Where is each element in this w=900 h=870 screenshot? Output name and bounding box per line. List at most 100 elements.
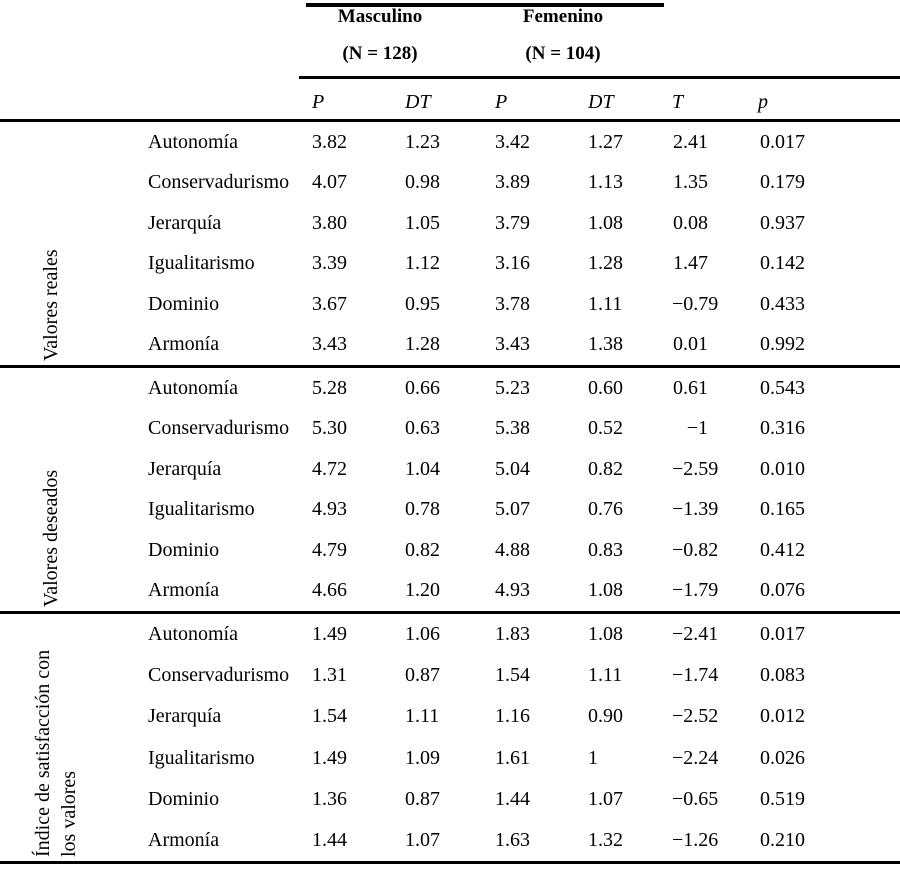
cell-dt-fem: 1 xyxy=(588,746,598,769)
group-name: Femenino xyxy=(522,6,604,27)
table-row: Armonía 1.44 1.07 1.63 1.32 −1.26 0.210 xyxy=(0,820,900,861)
row-label: Dominio xyxy=(148,292,220,315)
cell-t: −1.39 xyxy=(672,498,719,521)
column-header-p1: P xyxy=(312,91,325,113)
cell-p-fem: 1.61 xyxy=(495,746,530,769)
table-section: Valores reales Autonomía 3.82 1.23 3.42 … xyxy=(0,122,900,368)
table-row: Autonomía 3.82 1.23 3.42 1.27 2.41 0.017 xyxy=(0,122,900,163)
table-section: Índice de satisfacción con los valores A… xyxy=(0,614,900,865)
cell-p-value: 0.937 xyxy=(760,211,805,234)
row-label: Autonomía xyxy=(148,376,238,399)
cell-dt-masc: 1.20 xyxy=(405,579,440,602)
column-header-dt2: DT xyxy=(588,91,614,113)
cell-p-masc: 4.79 xyxy=(312,538,347,561)
cell-dt-fem: 0.90 xyxy=(588,705,623,728)
cell-p-value: 0.142 xyxy=(760,252,805,275)
cell-p-masc: 4.07 xyxy=(312,171,347,194)
table-header: Masculino (N = 128) Femenino (N = 104) P… xyxy=(0,0,900,122)
cell-dt-fem: 1.08 xyxy=(588,211,623,234)
cell-t: −2.59 xyxy=(672,457,719,480)
cell-p-fem: 4.88 xyxy=(495,538,530,561)
cell-p-value: 0.412 xyxy=(760,538,805,561)
row-label: Conservadurismo xyxy=(148,664,290,687)
cell-dt-fem: 1.07 xyxy=(588,787,623,810)
cell-p-value: 0.179 xyxy=(760,171,805,194)
cell-p-fem: 3.16 xyxy=(495,252,530,275)
row-label: Igualitarismo xyxy=(148,498,255,521)
row-label: Jerarquía xyxy=(148,211,222,234)
cell-p-value: 0.992 xyxy=(760,333,805,356)
cell-p-fem: 1.83 xyxy=(495,623,530,646)
cell-p-masc: 3.67 xyxy=(312,292,347,315)
table-row: Conservadurismo 4.07 0.98 3.89 1.13 1.35… xyxy=(0,163,900,204)
cell-dt-masc: 1.28 xyxy=(405,333,440,356)
cell-p-fem: 5.07 xyxy=(495,498,530,521)
group-header-masculino: Masculino (N = 128) xyxy=(295,6,465,65)
column-header-t: T xyxy=(672,91,684,113)
cell-t: −1.26 xyxy=(672,829,719,852)
cell-t: 0.08 xyxy=(673,211,708,234)
cell-p-masc: 1.36 xyxy=(312,787,347,810)
cell-dt-masc: 0.66 xyxy=(405,376,440,399)
cell-t: −1 xyxy=(686,417,708,440)
cell-p-value: 0.010 xyxy=(760,457,805,480)
cell-t: −1.74 xyxy=(672,664,719,687)
column-header-p2: P xyxy=(495,91,508,113)
cell-dt-fem: 1.08 xyxy=(588,579,623,602)
table-row: Dominio 3.67 0.95 3.78 1.11 −0.79 0.433 xyxy=(0,284,900,325)
cell-dt-fem: 1.38 xyxy=(588,333,623,356)
section-label: Valores deseados xyxy=(40,469,62,607)
row-label: Jerarquía xyxy=(148,705,222,728)
cell-dt-fem: 0.76 xyxy=(588,498,623,521)
cell-p-value: 0.543 xyxy=(760,376,805,399)
cell-p-masc: 4.72 xyxy=(312,457,347,480)
group-name: Masculino xyxy=(337,6,423,27)
cell-dt-fem: 0.82 xyxy=(588,457,623,480)
cell-dt-masc: 0.87 xyxy=(405,664,440,687)
cell-t: 1.47 xyxy=(673,252,708,275)
table-row: Jerarquía 1.54 1.11 1.16 0.90 −2.52 0.01… xyxy=(0,696,900,737)
row-label: Armonía xyxy=(148,333,220,356)
cell-t: 1.35 xyxy=(673,171,708,194)
table-row: Conservadurismo 1.31 0.87 1.54 1.11 −1.7… xyxy=(0,655,900,696)
section-rows: Autonomía 1.49 1.06 1.83 1.08 −2.41 0.01… xyxy=(0,614,900,861)
table-row: Autonomía 5.28 0.66 5.23 0.60 0.61 0.543 xyxy=(0,368,900,409)
cell-dt-masc: 1.04 xyxy=(405,457,440,480)
table-row: Igualitarismo 1.49 1.09 1.61 1 −2.24 0.0… xyxy=(0,738,900,779)
cell-t: −0.65 xyxy=(672,787,719,810)
row-label: Dominio xyxy=(148,538,220,561)
cell-p-fem: 3.43 xyxy=(495,333,530,356)
cell-p-masc: 3.80 xyxy=(312,211,347,234)
cell-p-value: 0.017 xyxy=(760,130,805,153)
row-label: Armonía xyxy=(148,829,220,852)
cell-dt-masc: 0.98 xyxy=(405,171,440,194)
group-header-femenino: Femenino (N = 104) xyxy=(478,6,648,65)
table-row: Dominio 1.36 0.87 1.44 1.07 −0.65 0.519 xyxy=(0,779,900,820)
cell-dt-masc: 0.87 xyxy=(405,787,440,810)
cell-t: −2.41 xyxy=(672,623,719,646)
cell-dt-masc: 1.06 xyxy=(405,623,440,646)
row-label: Autonomía xyxy=(148,623,238,646)
cell-t: −1.79 xyxy=(672,579,719,602)
cell-p-fem: 3.78 xyxy=(495,292,530,315)
cell-p-fem: 5.23 xyxy=(495,376,530,399)
table-row: Conservadurismo 5.30 0.63 5.38 0.52 −1 0… xyxy=(0,409,900,450)
cell-p-fem: 1.44 xyxy=(495,787,530,810)
cell-t: −0.82 xyxy=(672,538,719,561)
cell-dt-masc: 1.05 xyxy=(405,211,440,234)
cell-t: 0.01 xyxy=(673,333,708,356)
cell-p-value: 0.012 xyxy=(760,705,805,728)
cell-p-value: 0.433 xyxy=(760,292,805,315)
section-rows: Autonomía 5.28 0.66 5.23 0.60 0.61 0.543… xyxy=(0,368,900,611)
table-row: Jerarquía 3.80 1.05 3.79 1.08 0.08 0.937 xyxy=(0,203,900,244)
section-rows: Autonomía 3.82 1.23 3.42 1.27 2.41 0.017… xyxy=(0,122,900,365)
cell-dt-masc: 1.11 xyxy=(405,705,440,728)
cell-p-value: 0.210 xyxy=(760,829,805,852)
row-label: Conservadurismo xyxy=(148,417,290,440)
cell-t: −0.79 xyxy=(672,292,719,315)
cell-p-masc: 1.31 xyxy=(312,664,347,687)
cell-t: −2.24 xyxy=(672,746,719,769)
column-header-p-value: p xyxy=(758,91,768,113)
cell-dt-masc: 1.12 xyxy=(405,252,440,275)
